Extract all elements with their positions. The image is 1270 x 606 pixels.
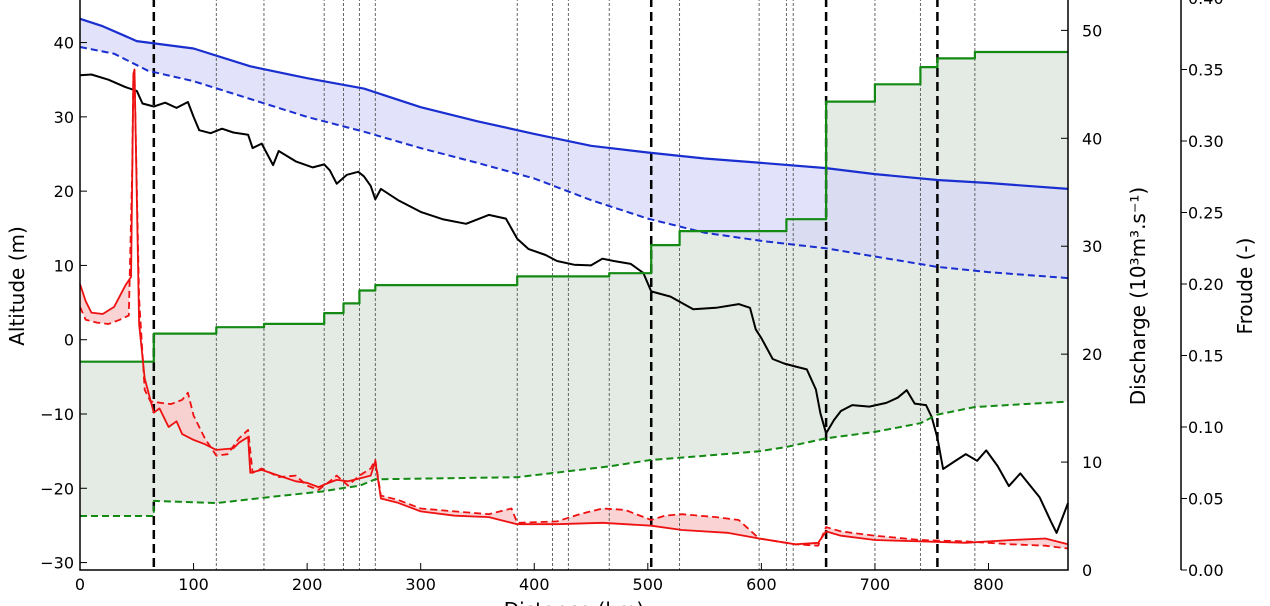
froude-tick-label: 0.40: [1188, 0, 1224, 8]
froude-tick-label: 0.10: [1188, 418, 1224, 437]
discharge-tick-label: 40: [1082, 129, 1102, 148]
froude-tick-label: 0.20: [1188, 275, 1224, 294]
x-tick-label: 200: [292, 575, 323, 594]
froude-tick-label: 0.25: [1188, 204, 1224, 223]
froude-tick-label: 0.30: [1188, 132, 1224, 151]
froude-tick-label: 0.05: [1188, 490, 1224, 509]
river-bed-line: [79, 73, 1069, 534]
altitude-tick-label: 40: [54, 34, 74, 53]
x-tick-label: 800: [973, 575, 1004, 594]
altitude-tick-label: 30: [54, 108, 74, 127]
discharge-low-line: [80, 400, 1069, 517]
tick-layer: 0 100 200 300 400 500 600 700 800−30−20−10010203…: [40, 0, 1223, 594]
froude-high-line: [79, 68, 1069, 546]
discharge-axis-label: Discharge (10³m³.s⁻¹): [1126, 187, 1150, 405]
altitude-tick-label: 10: [54, 256, 74, 275]
altitude-tick-label: 0: [64, 331, 74, 350]
altitude-tick-label: −10: [40, 405, 74, 424]
discharge-tick-label: 30: [1082, 237, 1102, 256]
discharge-high-line: [80, 50, 1068, 363]
froude-tick-label: 0.15: [1188, 347, 1224, 366]
x-tick-label: 300: [405, 575, 436, 594]
water-level-low-line: [79, 46, 1069, 280]
water-level-high-line: [79, 17, 1069, 190]
series-layer: [79, 17, 1069, 550]
discharge-tick-label: 10: [1082, 453, 1102, 472]
x-axis-label: Distance (km): [504, 598, 644, 606]
x-tick-label: 100: [178, 575, 209, 594]
altitude-axis-label: Altitude (m): [5, 226, 29, 346]
altitude-tick-label: −20: [40, 479, 74, 498]
plot-frame: [79, 0, 1069, 571]
froude-tick-label: 0.00: [1188, 561, 1224, 580]
x-tick-label: 400: [519, 575, 550, 594]
water-level-band: [80, 18, 1068, 279]
discharge-tick-label: 20: [1082, 345, 1102, 364]
discharge-tick-label: 50: [1082, 21, 1102, 40]
altitude-tick-label: −30: [40, 554, 74, 573]
altitude-tick-label: 20: [54, 182, 74, 201]
x-tick-label: 0: [75, 575, 85, 594]
froude-tick-label: 0.35: [1188, 61, 1224, 80]
discharge-tick-label: 0: [1082, 561, 1092, 580]
x-tick-label: 600: [746, 575, 777, 594]
froude-axis-label: Froude (-): [1233, 238, 1257, 335]
discharge-band: [80, 52, 1068, 516]
fill-layer: [80, 18, 1068, 549]
froude-low-line: [79, 72, 1069, 550]
x-tick-label: 500: [633, 575, 664, 594]
vertical-marker-layer: [152, 0, 976, 570]
x-tick-label: 700: [860, 575, 891, 594]
